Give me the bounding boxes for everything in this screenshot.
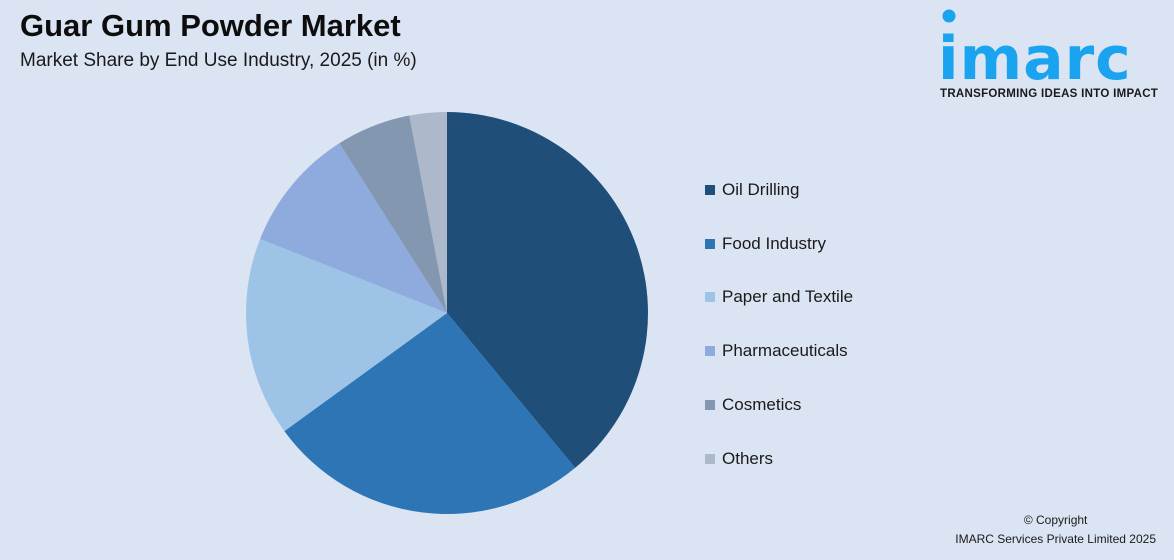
pie-slice-paper-and-textile bbox=[246, 239, 447, 432]
legend-item: Paper and Textile bbox=[705, 271, 853, 325]
legend-item: Others bbox=[705, 432, 853, 486]
legend-swatch-icon bbox=[705, 346, 715, 357]
pie-slice-pharmaceuticals bbox=[260, 143, 447, 313]
legend-swatch-icon bbox=[705, 184, 715, 195]
legend-item: Food Industry bbox=[705, 217, 853, 271]
chart-legend: Oil Drilling Food Industry Paper and Texti… bbox=[705, 163, 853, 486]
legend-label: Oil Drilling bbox=[722, 179, 800, 199]
legend-label: Paper and Textile bbox=[722, 287, 854, 307]
legend-label: Food Industry bbox=[722, 233, 826, 253]
legend-label: Cosmetics bbox=[722, 395, 802, 415]
legend-swatch-icon bbox=[705, 453, 715, 464]
legend-item: Pharmaceuticals bbox=[705, 324, 853, 378]
imarc-logo: imarc TRANSFORMING IDEAS INTO IMPACT bbox=[936, 6, 1166, 106]
pie-slice-others bbox=[409, 112, 447, 313]
copyright-line-1: © Copyright bbox=[1023, 513, 1088, 527]
copyright: © Copyright IMARC Services Private Limit… bbox=[955, 511, 1156, 549]
legend-item: Cosmetics bbox=[705, 378, 853, 432]
logo-tagline: TRANSFORMING IDEAS INTO IMPACT bbox=[940, 88, 1159, 100]
pie-slice-food-industry bbox=[284, 313, 576, 514]
logo-dot-icon bbox=[942, 9, 956, 23]
chart-subtitle: Market Share by End Use Industry, 2025 (… bbox=[20, 50, 417, 71]
legend-label: Pharmaceuticals bbox=[722, 341, 848, 361]
copyright-line-2: IMARC Services Private Limited 2025 bbox=[955, 532, 1156, 546]
logo-wordmark: imarc bbox=[938, 24, 1132, 94]
legend-item: Oil Drilling bbox=[705, 163, 853, 217]
pie-slice-cosmetics bbox=[339, 115, 447, 313]
chart-title: Guar Gum Powder Market bbox=[20, 8, 401, 43]
legend-swatch-icon bbox=[705, 238, 715, 249]
legend-swatch-icon bbox=[705, 292, 715, 303]
pie-slice-oil-drilling bbox=[447, 112, 648, 468]
legend-label: Others bbox=[722, 448, 774, 468]
legend-swatch-icon bbox=[705, 400, 715, 411]
